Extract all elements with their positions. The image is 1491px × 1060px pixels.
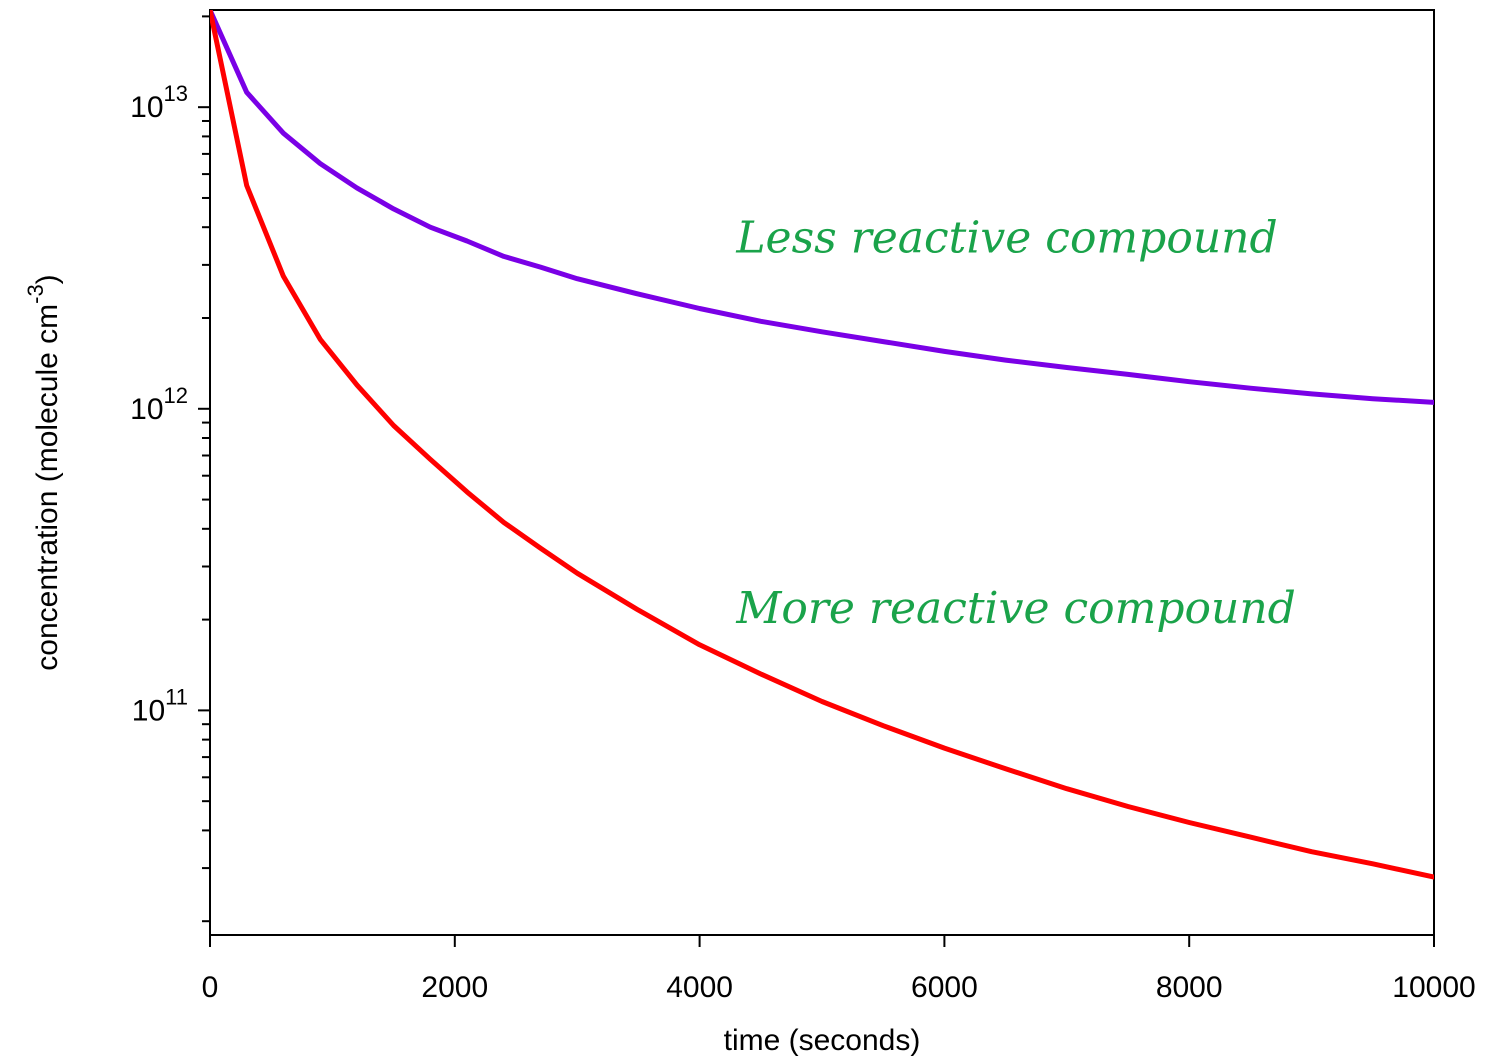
x-tick-label-0: 0 xyxy=(202,971,219,1004)
y-axis-title-suffix: ) xyxy=(31,274,64,284)
y-tick-label-1: 1012 xyxy=(130,383,188,426)
y-tick-label-0: 1013 xyxy=(130,81,188,124)
annotation-1: More reactive compound xyxy=(735,583,1296,634)
x-tick-label-3: 6000 xyxy=(911,971,978,1004)
x-tick-label-4: 8000 xyxy=(1156,971,1223,1004)
y-tick-label-2: 1011 xyxy=(132,684,188,727)
x-axis: 0 2000 4000 6000 8000 10000 xyxy=(202,935,1476,1004)
x-tick-label-1: 2000 xyxy=(421,971,488,1004)
plot-area xyxy=(210,10,1434,935)
series-line-1 xyxy=(210,10,1434,877)
y-axis: 1013 1012 1011 xyxy=(130,16,210,921)
y-axis-title-superscript: -3 xyxy=(23,284,48,304)
annotation-0: Less reactive compound xyxy=(735,212,1277,263)
y-axis-title-main: concentration (molecule cm xyxy=(31,304,64,671)
annotation-layer: Less reactive compound More reactive comp… xyxy=(735,212,1296,634)
plot-frame xyxy=(210,10,1434,935)
series-line-0 xyxy=(210,10,1434,402)
y-axis-title: concentration (molecule cm-3) xyxy=(23,274,64,670)
x-tick-label-5: 10000 xyxy=(1392,971,1475,1004)
series-layer xyxy=(210,10,1434,877)
x-axis-title: time (seconds) xyxy=(724,1024,921,1057)
x-tick-label-2: 4000 xyxy=(666,971,733,1004)
